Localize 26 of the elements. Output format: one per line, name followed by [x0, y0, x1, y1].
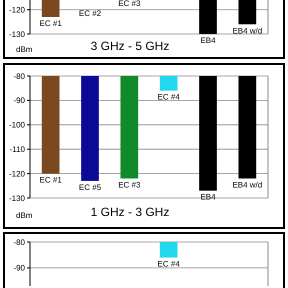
y-tick-label: -90	[13, 264, 26, 273]
x-tick-label: EC #5	[78, 182, 102, 192]
y-tick-label: -120	[8, 6, 26, 15]
x-tick-label: EB4	[200, 36, 216, 45]
y-axis-title: dBm	[16, 45, 33, 54]
x-tick-label: EC #4	[158, 92, 180, 102]
x-tick-label: EC #3	[118, 180, 141, 190]
y-tick-label: -100	[8, 120, 26, 130]
y-tick-label: -120	[8, 169, 26, 178]
y-tick-label: -130	[8, 194, 26, 203]
y-tick-label: -110	[10, 145, 26, 154]
x-tick-label: EB4	[200, 192, 216, 202]
x-tick-label: EC #1	[40, 19, 62, 28]
y-tick-label: -90	[13, 96, 26, 106]
y-tick-label: -80	[13, 238, 26, 247]
y-tick-label: -80	[13, 72, 26, 81]
text: 3 GHz - 5 GHz	[90, 39, 170, 53]
y-tick-label: -130	[8, 30, 26, 39]
x-tick-label: EB4 w/d	[232, 180, 262, 190]
x-tick-label: EC #3	[118, 0, 141, 8]
text: 1 GHz - 3 GHz	[90, 205, 170, 219]
y-axis-title: dBm	[16, 211, 33, 220]
x-tick-label: EB4 w/d	[232, 26, 262, 36]
x-tick-label: EC #1	[40, 176, 62, 185]
x-tick-label: EC #4	[158, 260, 180, 269]
x-tick-label: EC #2	[78, 9, 102, 18]
